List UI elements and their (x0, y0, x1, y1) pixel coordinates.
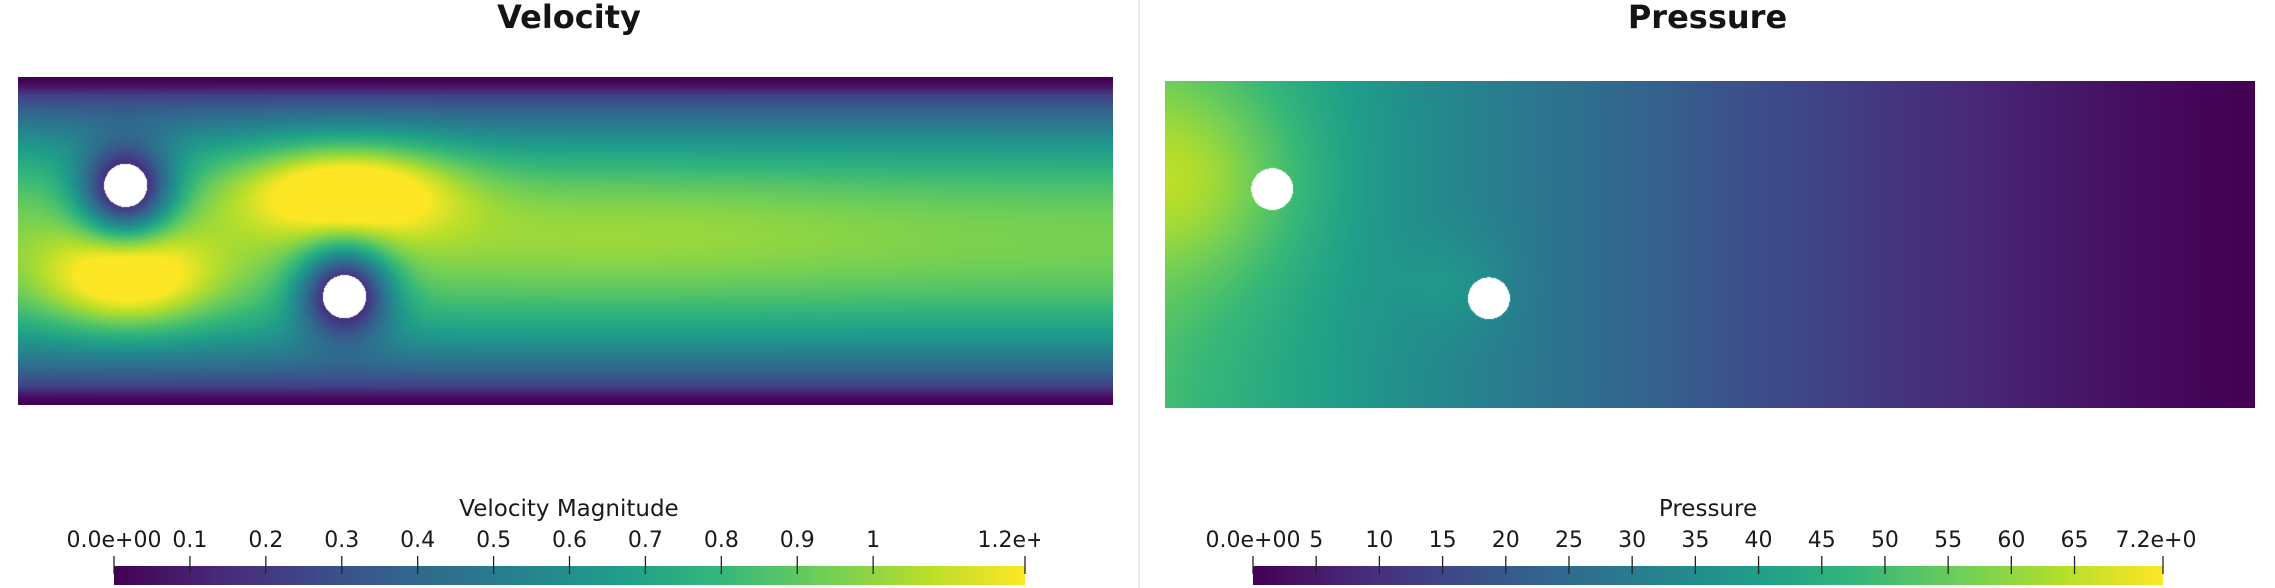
velocity-colorbar-tick-label: 0.6 (552, 528, 587, 553)
velocity-colorbar-title: Velocity Magnitude (459, 496, 679, 522)
velocity-colorbar-tick-label: 0.8 (704, 528, 739, 553)
pressure-colorbar-tick-label: 45 (1808, 528, 1836, 553)
velocity-colorbar-tick-label: 0.1 (172, 528, 207, 553)
pressure-colorbar-tick-label: 25 (1555, 528, 1583, 553)
pressure-colorbar-title: Pressure (1658, 496, 1758, 522)
velocity-colorbar: 0.0e+00 0.1 0.2 0.3 0.4 0.5 0.6 0.7 0.8 0.9 1 1.2e+… (67, 528, 1040, 585)
pressure-field-plot (1165, 81, 2255, 408)
velocity-colorbar-tick-label: 0.0e+00 (67, 528, 162, 553)
pressure-colorbar-tick-label: 5 (1309, 528, 1323, 553)
pressure-colorbar-tick-label: 20 (1492, 528, 1520, 553)
pressure-colorbar-gradient (1253, 566, 2163, 585)
pressure-colorbar-tick-label: 15 (1429, 528, 1457, 553)
pressure-colorbar-tick-label: 55 (1934, 528, 1962, 553)
pressure-colorbar-tick-label: 65 (2061, 528, 2089, 553)
pressure-colorbar-tick-label: 7.2e+01 (2116, 528, 2195, 553)
velocity-colorbar-tick-label: 0.4 (400, 528, 435, 553)
pressure-colorbar: 0.0e+00 5 10 15 20 25 30 35 40 45 50 55 60 65 7.2e+01 (1206, 528, 2195, 585)
velocity-colorbar-tick-label: 1.2e+00 (978, 528, 1040, 553)
pressure-colorbar-tick-label: 0.0e+00 (1206, 528, 1301, 553)
pressure-colorbar-tick-label: 30 (1618, 528, 1646, 553)
velocity-field-plot (18, 77, 1113, 405)
velocity-title: Velocity (497, 0, 641, 36)
pressure-colorbar-tick-label: 10 (1365, 528, 1393, 553)
velocity-colorbar-tick-label: 1 (866, 528, 880, 553)
pressure-colorbar-tick-label: 60 (1997, 528, 2025, 553)
velocity-colorbar-tick-label: 0.9 (780, 528, 815, 553)
pressure-colorbar-tick-label: 40 (1745, 528, 1773, 553)
pressure-colorbar-tick-label: 50 (1871, 528, 1899, 553)
velocity-colorbar-tick-label: 0.7 (628, 528, 663, 553)
panel-divider (1138, 0, 1140, 588)
velocity-colorbar-tick-label: 0.5 (476, 528, 511, 553)
pressure-title: Pressure (1627, 0, 1788, 36)
pressure-panel: Pressure Pressure 0.0e+00 5 10 15 20 25 30 35 40… (1140, 0, 2275, 588)
pressure-colorbar-tick-label: 35 (1681, 528, 1709, 553)
velocity-colorbar-tick-label: 0.2 (248, 528, 283, 553)
velocity-colorbar-tick-label: 0.3 (324, 528, 359, 553)
velocity-panel: Velocity Velocity Magnitude 0.0e+00 0.1 0.… (18, 0, 1113, 585)
